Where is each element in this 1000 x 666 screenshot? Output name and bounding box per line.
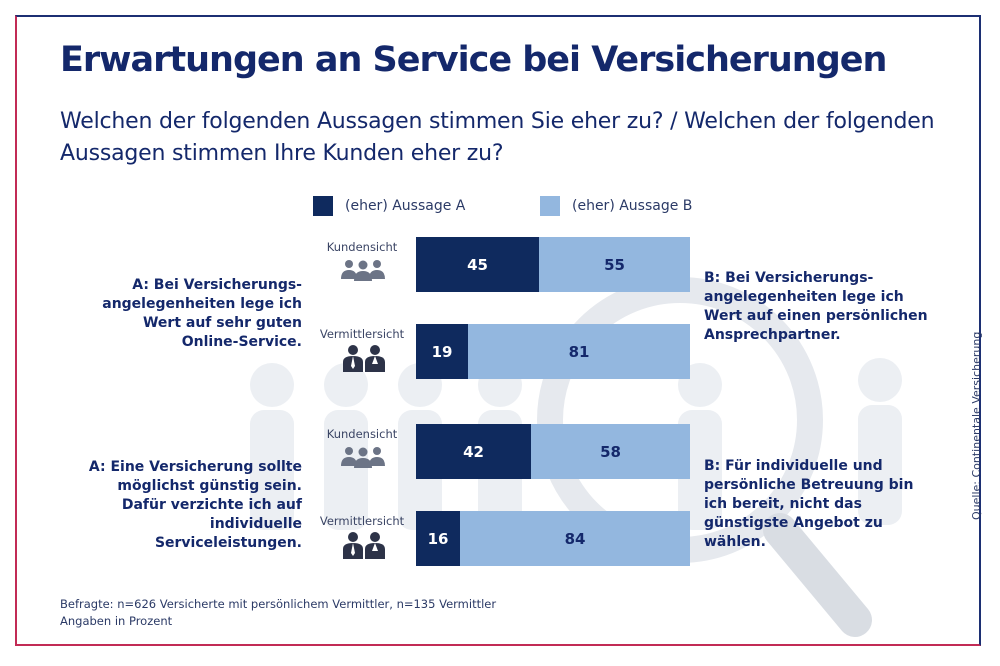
agents-icon	[343, 532, 385, 559]
bar-segment-a: 42	[416, 424, 531, 479]
customers-icon	[341, 447, 385, 468]
row-label-vermittler-2: Vermittlersicht	[319, 514, 405, 528]
frame-border	[15, 15, 981, 646]
bar-segment-a: 16	[416, 511, 460, 566]
statement-a-1: A: Bei Versicherungs-angelegenheiten leg…	[102, 277, 302, 350]
bar-segment-b: 55	[539, 237, 690, 292]
page-title: Erwartungen an Service bei Versicherunge…	[60, 40, 887, 80]
page-subtitle: Welchen der folgenden Aussagen stimmen S…	[60, 109, 935, 166]
row-label-kunden-1: Kundensicht	[326, 240, 398, 254]
customers-icon	[341, 260, 385, 281]
legend-swatch-b	[540, 196, 560, 216]
footnote-unit: Angaben in Prozent	[60, 614, 173, 628]
statement-b-1: B: Bei Versicherungs-angelegenheiten leg…	[704, 270, 928, 343]
bar-segment-a: 45	[416, 237, 539, 292]
footnote-respondents: Befragte: n=626 Versicherte mit persönli…	[60, 597, 497, 611]
source-note: Quelle: Continentale Versicherung	[970, 331, 983, 520]
statement-b-2: B: Für individuelle und persönliche Betr…	[704, 458, 914, 550]
legend-label-b: (eher) Aussage B	[572, 198, 693, 214]
legend-item-b: (eher) Aussage B	[540, 196, 692, 216]
agents-icon	[343, 345, 385, 372]
legend-item-a: (eher) Aussage A	[313, 196, 465, 216]
statement-a-2: A: Eine Versicherung sollte möglichst gü…	[88, 459, 302, 551]
row-label-kunden-2: Kundensicht	[326, 427, 398, 441]
bar-segment-a: 19	[416, 324, 468, 379]
bar-segment-b: 81	[468, 324, 690, 379]
legend-swatch-a	[313, 196, 333, 216]
bar-segment-b: 58	[531, 424, 690, 479]
bar-segment-b: 84	[460, 511, 690, 566]
legend-label-a: (eher) Aussage A	[345, 198, 466, 214]
row-label-vermittler-1: Vermittlersicht	[319, 327, 405, 341]
